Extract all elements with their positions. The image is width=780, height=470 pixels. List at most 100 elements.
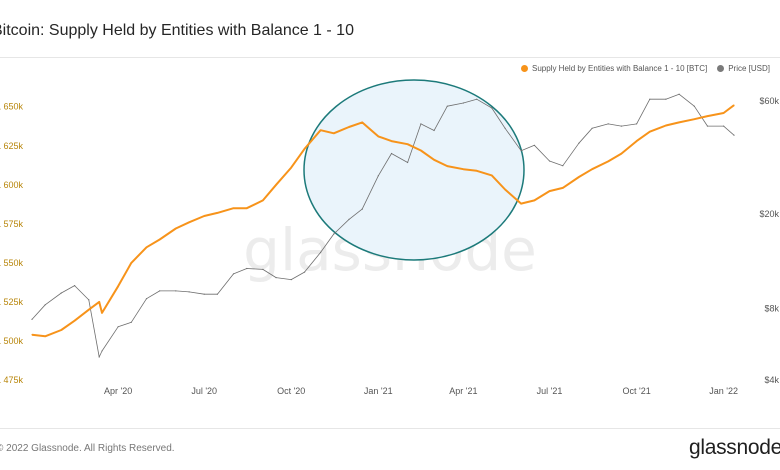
price-point — [145, 298, 148, 300]
price-point — [491, 107, 493, 109]
supply-point — [60, 329, 62, 331]
x-tick-label: Jul '21 — [537, 386, 563, 396]
legend-label-supply: Supply Held by Entities with Balance 1 -… — [532, 64, 708, 73]
supply-point — [216, 212, 218, 214]
y-right-tick-label: $8k — [764, 304, 779, 314]
supply-point — [578, 176, 580, 178]
supply-point — [348, 126, 350, 128]
supply-point — [733, 104, 735, 106]
y-left-tick-label: 1 475k — [0, 375, 24, 385]
price-point — [520, 150, 522, 152]
y-right-tick-label: $4k — [764, 375, 779, 385]
price-point — [420, 123, 422, 125]
legend-dot-supply — [521, 65, 528, 72]
price-point — [262, 268, 264, 270]
x-tick-label: Jan '22 — [709, 386, 738, 396]
supply-point — [275, 184, 277, 186]
price-point — [101, 350, 103, 352]
price-point — [476, 98, 478, 100]
supply-point — [665, 124, 667, 127]
legend-dot-price — [717, 65, 725, 72]
supply-point — [476, 170, 478, 172]
supply-point — [446, 165, 448, 167]
price-point — [333, 233, 335, 235]
price-point — [377, 175, 379, 177]
supply-point — [462, 168, 464, 170]
supply-point — [159, 238, 161, 241]
price-point — [88, 299, 90, 301]
price-point — [320, 251, 322, 253]
price-point — [693, 105, 695, 107]
y-left-tick-label: 1 525k — [0, 297, 24, 307]
price-point — [706, 125, 709, 127]
price-point — [462, 102, 464, 104]
supply-point — [433, 159, 435, 161]
price-point — [246, 267, 248, 270]
price-point — [649, 98, 651, 100]
price-point — [303, 271, 306, 273]
price-point — [117, 326, 119, 328]
y-left-tick-label: 1 600k — [0, 180, 24, 190]
footer-divider — [0, 428, 780, 429]
supply-point — [44, 335, 46, 337]
price-point — [188, 291, 190, 293]
y-right-tick-label: $20k — [759, 209, 779, 219]
price-point — [175, 290, 177, 292]
supply-point — [591, 168, 593, 170]
price-point — [636, 123, 638, 125]
price-point — [591, 127, 593, 129]
supply-point — [491, 174, 493, 176]
legend-item-price[interactable]: Price [USD] — [717, 64, 770, 73]
price-point — [216, 293, 218, 295]
highlight-ellipse — [303, 79, 525, 261]
supply-point — [390, 140, 393, 142]
price-point — [665, 98, 667, 100]
price-point — [578, 142, 580, 144]
price-point — [361, 208, 363, 210]
legend-item-supply[interactable]: Supply Held by Entities with Balance 1 -… — [521, 64, 707, 73]
supply-point — [88, 309, 90, 311]
supply-point — [290, 167, 292, 169]
x-tick-label: Oct '21 — [622, 386, 650, 396]
supply-point — [101, 312, 103, 314]
price-point — [31, 318, 33, 320]
y-left-tick-label: 1 500k — [0, 336, 24, 346]
y-left-tick-label: 1 550k — [0, 258, 24, 268]
brand-logo: glassnode — [688, 436, 780, 459]
supply-point — [188, 221, 190, 223]
price-point — [290, 279, 292, 281]
price-point — [533, 144, 536, 146]
supply-point — [246, 207, 248, 209]
supply-point — [262, 199, 264, 201]
y-axis-left: 1 475k 1 500k 1 525k 1 550k 1 575k 1 600k 1 62… — [0, 102, 24, 385]
price-point — [348, 218, 350, 220]
price-point — [433, 129, 435, 132]
price-point — [275, 277, 277, 279]
copyright-text: © 2022 Glassnode. All Rights Reserved. — [0, 443, 175, 454]
price-point — [723, 125, 725, 127]
supply-point — [562, 187, 564, 189]
supply-point — [607, 160, 609, 162]
price-point — [733, 134, 735, 136]
price-point — [548, 160, 551, 162]
price-point — [98, 356, 100, 358]
price-point — [620, 125, 623, 127]
price-point — [562, 165, 564, 167]
x-tick-label: Jul '20 — [191, 386, 217, 396]
supply-point — [377, 135, 379, 137]
supply-point — [333, 132, 335, 134]
supply-point — [175, 227, 177, 230]
supply-point — [636, 140, 638, 142]
x-tick-label: Apr '20 — [104, 386, 132, 396]
supply-point — [320, 129, 322, 131]
supply-point — [361, 121, 363, 123]
price-series — [31, 93, 735, 358]
supply-point — [303, 148, 306, 150]
price-point — [130, 321, 132, 323]
supply-point — [504, 188, 506, 191]
x-tick-label: Oct '20 — [277, 386, 305, 396]
supply-point — [203, 215, 205, 217]
supply-point — [533, 199, 536, 201]
y-left-tick-label: 1 575k — [0, 219, 24, 229]
